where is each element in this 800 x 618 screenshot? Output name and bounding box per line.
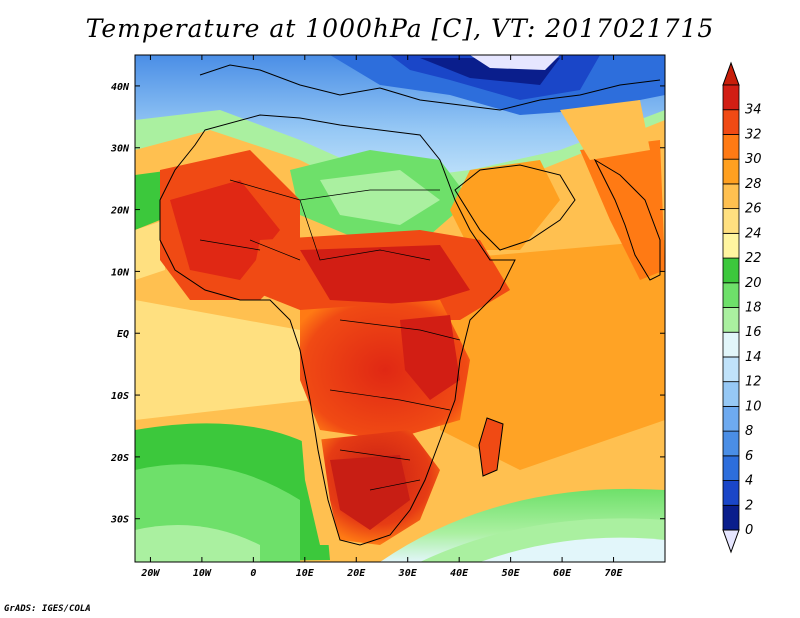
lat-tick-label: 10N [111,267,130,278]
lat-tick-label: 10S [111,391,129,402]
lon-tick-label: 70E [605,568,624,579]
europe-coast [199,64,661,111]
map-axes: 20W 10W 0 10E 20E 30E 40E 50E 60E 70E 40N 30N 20N 10N… [110,55,665,579]
colorbar-swatch [722,331,740,358]
lat-tick-label: 20N [110,206,130,217]
colorbar-swatch [722,134,740,160]
colorbar-label: 2 [745,498,753,513]
colorbar-label: 14 [745,350,762,365]
lon-tick-label: 10W [193,568,212,579]
temperature-field [135,55,665,562]
colorbar-label: 16 [745,325,762,340]
colorbar-label: 6 [745,449,753,464]
colorbar-swatch [722,158,740,185]
colorbar-under-triangle [722,529,740,554]
lon-tick-label: 10E [296,568,315,579]
colorbar-label: 0 [745,523,753,538]
colorbar-swatch [722,430,740,457]
lon-tick-label: 40E [450,568,469,579]
colorbar-label: 26 [745,202,762,217]
colorbar-label: 28 [745,177,762,192]
colorbar-label: 8 [745,424,753,439]
colorbar-swatch [722,405,740,432]
colorbar-swatch [722,307,740,333]
lon-tick-label: 20E [346,568,366,579]
colorbar-label: 18 [745,301,762,316]
arabia-coast [454,164,576,251]
map-frame [134,54,666,563]
lat-tick-label: EQ [117,329,129,340]
lon-tick-label: 60E [553,568,572,579]
colorbar-label: 24 [745,226,762,241]
colorbar-swatch [722,257,740,284]
colorbar-swatch [722,455,740,481]
colorbar-label: 20 [745,276,762,291]
lon-tick-label: 30E [398,568,418,579]
colorbar-swatch [722,109,740,135]
colorbar-label: 32 [745,127,762,142]
plot-title: Temperature at 1000hPa [C], VT: 20170217… [85,14,715,43]
coastlines [159,64,661,546]
colorbar-swatch [722,504,740,531]
africa-outline [159,114,516,546]
colorbar-swatch [722,282,740,308]
lon-tick-label: 20W [140,568,160,579]
borders [199,179,461,491]
colorbar-label: 30 [745,152,762,167]
lon-tick-label: 50E [502,568,521,579]
lon-tick-label: 0 [250,568,256,579]
colorbar-swatch [722,232,740,259]
colorbar-swatch [722,381,740,407]
colorbar-swatch [722,356,740,383]
credit-text: GrADS: IGES/COLA [4,604,91,614]
lat-tick-label: 40N [111,82,130,93]
colorbar-swatch [722,208,740,234]
colorbar-label: 12 [745,375,762,390]
colorbar-swatch [722,84,740,111]
colorbar-label: 4 [745,474,753,489]
lat-tick-label: 30S [110,515,129,526]
colorbar-swatch [722,183,740,210]
lat-tick-label: 30N [110,144,130,155]
colorbar-label: 22 [745,251,762,266]
colorbar-label: 34 [745,103,762,118]
colorbar-swatch [722,480,740,506]
india-coast [593,158,661,281]
colorbar-label: 10 [745,399,762,414]
lat-tick-label: 20S [110,453,129,464]
colorbar-over-triangle [722,61,740,86]
madagascar-coast [478,417,504,477]
